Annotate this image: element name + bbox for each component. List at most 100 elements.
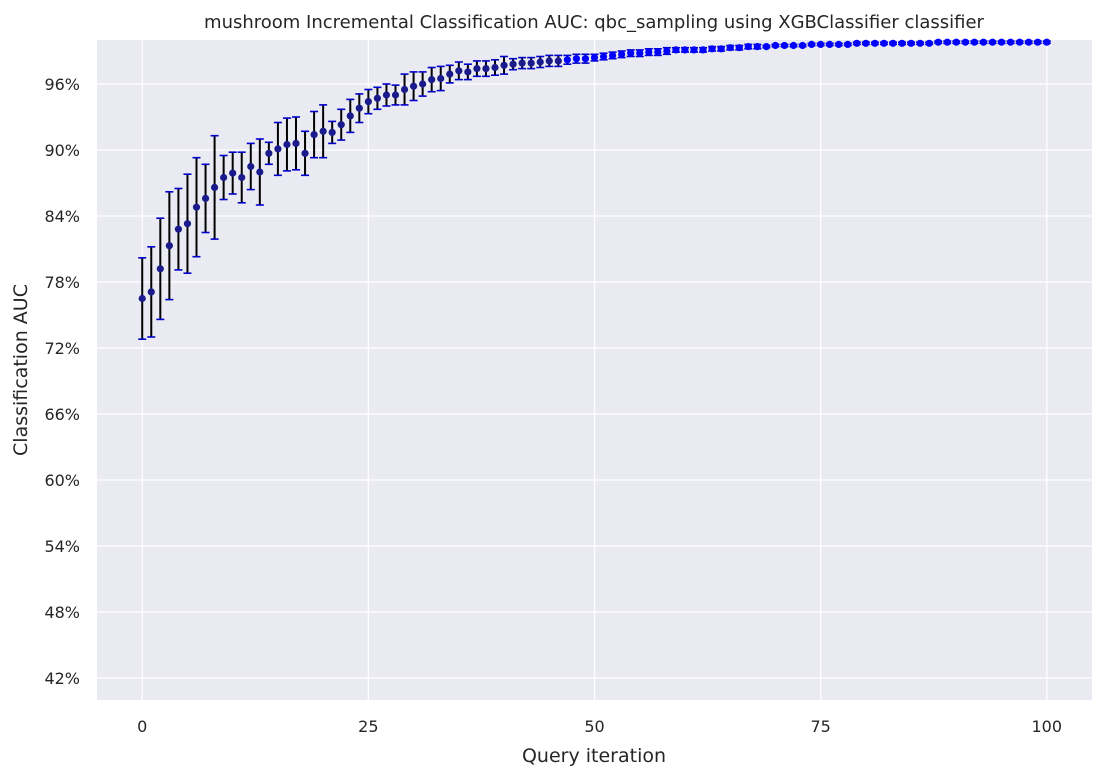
data-point [582, 55, 589, 62]
data-point [790, 42, 797, 49]
data-point [889, 40, 896, 47]
data-point [356, 105, 363, 112]
data-point [220, 174, 227, 181]
data-point [464, 68, 471, 75]
y-tick-label: 42% [44, 669, 80, 688]
data-point [437, 75, 444, 82]
data-point [781, 42, 788, 49]
data-point [971, 39, 978, 46]
data-point [853, 40, 860, 47]
data-point [690, 46, 697, 53]
data-point [274, 145, 281, 152]
data-point [320, 128, 327, 135]
data-point [482, 65, 489, 72]
data-point [365, 98, 372, 105]
data-point [826, 41, 833, 48]
data-point [600, 53, 607, 60]
chart-title: mushroom Incremental Classification AUC:… [204, 12, 985, 33]
data-point [374, 95, 381, 102]
data-point [383, 91, 390, 98]
y-tick-label: 90% [44, 141, 80, 160]
data-point [292, 140, 299, 147]
data-point [347, 112, 354, 119]
y-tick-label: 60% [44, 471, 80, 490]
data-point [926, 40, 933, 47]
data-point [817, 41, 824, 48]
data-point [238, 174, 245, 181]
data-point [953, 39, 960, 46]
data-point [139, 295, 146, 302]
data-point [917, 40, 924, 47]
data-point [718, 45, 725, 52]
data-point [1034, 39, 1041, 46]
data-point [745, 43, 752, 50]
y-tick-label: 96% [44, 75, 80, 94]
data-point [663, 47, 670, 54]
y-tick-label: 72% [44, 339, 80, 358]
data-point [880, 40, 887, 47]
data-point [256, 168, 263, 175]
data-point [609, 52, 616, 59]
data-point [989, 39, 996, 46]
x-tick-label: 50 [584, 717, 604, 736]
y-tick-label: 66% [44, 405, 80, 424]
data-point [193, 204, 200, 211]
data-point [1025, 39, 1032, 46]
data-point [962, 39, 969, 46]
data-point [473, 65, 480, 72]
data-point [862, 40, 869, 47]
data-point [528, 60, 535, 67]
data-point [455, 67, 462, 74]
x-axis-ticks: 0 25 50 75 100 [137, 717, 1062, 736]
y-tick-label: 48% [44, 603, 80, 622]
data-point [844, 41, 851, 48]
y-tick-label: 84% [44, 207, 80, 226]
data-point [229, 170, 236, 177]
x-tick-label: 75 [810, 717, 830, 736]
data-point [654, 49, 661, 56]
data-point [681, 46, 688, 53]
data-point [998, 39, 1005, 46]
data-point [564, 56, 571, 63]
data-point [283, 141, 290, 148]
data-point [166, 242, 173, 249]
data-point [898, 40, 905, 47]
data-point [546, 57, 553, 64]
y-tick-label: 78% [44, 273, 80, 292]
data-point [265, 150, 272, 157]
data-point [754, 43, 761, 50]
x-tick-label: 25 [358, 717, 378, 736]
data-point [672, 46, 679, 53]
data-point [935, 39, 942, 46]
data-point [148, 288, 155, 295]
data-point [808, 41, 815, 48]
data-point [627, 50, 634, 57]
data-point [491, 64, 498, 71]
data-point [509, 61, 516, 68]
data-point [537, 58, 544, 65]
x-tick-label: 0 [137, 717, 147, 736]
data-point [591, 54, 598, 61]
data-point [736, 44, 743, 51]
data-point [519, 60, 526, 67]
y-tick-label: 54% [44, 537, 80, 556]
data-point [573, 55, 580, 62]
data-point [446, 71, 453, 78]
x-axis-label: Query iteration [522, 745, 666, 767]
data-point [410, 83, 417, 90]
data-point [184, 220, 191, 227]
data-point [835, 41, 842, 48]
data-point [401, 86, 408, 93]
data-point [708, 45, 715, 52]
data-point [419, 80, 426, 87]
data-point [980, 39, 987, 46]
data-point [310, 131, 317, 138]
data-point [1043, 39, 1050, 46]
data-point [202, 195, 209, 202]
data-point [500, 62, 507, 69]
data-point [636, 50, 643, 57]
data-point [727, 44, 734, 51]
data-point [211, 184, 218, 191]
data-point [763, 43, 770, 50]
